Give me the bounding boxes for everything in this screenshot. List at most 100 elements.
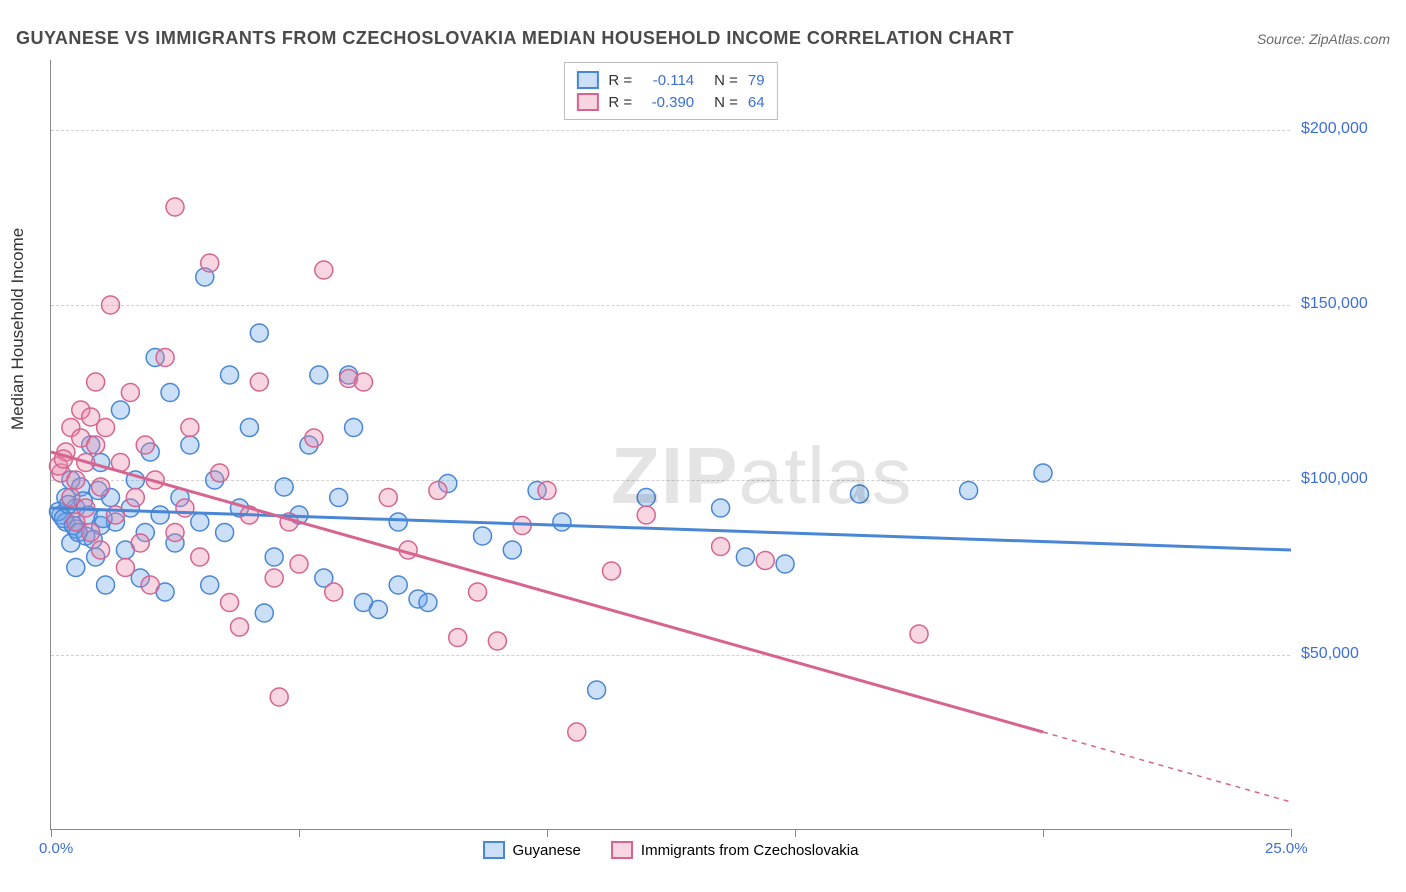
y-tick-label: $200,000	[1301, 120, 1368, 138]
scatter-point	[211, 464, 229, 482]
scatter-point	[82, 524, 100, 542]
y-tick-label: $150,000	[1301, 295, 1368, 313]
scatter-point	[469, 583, 487, 601]
scatter-point	[369, 601, 387, 619]
scatter-point	[736, 548, 754, 566]
scatter-plot-svg	[51, 60, 1290, 829]
scatter-point	[111, 401, 129, 419]
legend-row: R = -0.390 N = 64	[576, 91, 764, 113]
scatter-point	[97, 576, 115, 594]
scatter-point	[538, 482, 556, 500]
scatter-point	[191, 548, 209, 566]
scatter-point	[201, 254, 219, 272]
scatter-point	[250, 373, 268, 391]
legend-n-value: 79	[748, 72, 765, 89]
scatter-point	[756, 552, 774, 570]
scatter-point	[181, 436, 199, 454]
source-citation: Source: ZipAtlas.com	[1257, 31, 1390, 47]
scatter-point	[429, 482, 447, 500]
chart-plot-area: $50,000$100,000$150,000$200,000 ZIPatlas…	[50, 60, 1290, 830]
scatter-point	[166, 198, 184, 216]
legend-n-value: 64	[748, 94, 765, 111]
scatter-point	[389, 576, 407, 594]
scatter-point	[136, 436, 154, 454]
scatter-point	[712, 538, 730, 556]
scatter-point	[156, 349, 174, 367]
legend-swatch	[576, 93, 598, 111]
scatter-point	[290, 555, 308, 573]
scatter-point	[419, 594, 437, 612]
scatter-point	[354, 373, 372, 391]
scatter-point	[568, 723, 586, 741]
scatter-point	[712, 499, 730, 517]
scatter-point	[776, 555, 794, 573]
correlation-legend: R = -0.114 N = 79 R = -0.390 N = 64	[563, 62, 777, 120]
scatter-point	[176, 499, 194, 517]
scatter-point	[141, 576, 159, 594]
scatter-point	[131, 534, 149, 552]
y-axis-label: Median Household Income	[8, 228, 28, 430]
scatter-point	[181, 419, 199, 437]
scatter-point	[330, 489, 348, 507]
scatter-point	[67, 559, 85, 577]
scatter-point	[345, 419, 363, 437]
x-tick	[795, 829, 796, 837]
scatter-point	[305, 429, 323, 447]
scatter-point	[960, 482, 978, 500]
y-tick-label: $100,000	[1301, 470, 1368, 488]
scatter-point	[379, 489, 397, 507]
scatter-point	[1034, 464, 1052, 482]
scatter-point	[216, 524, 234, 542]
scatter-point	[221, 594, 239, 612]
x-tick-label: 25.0%	[1265, 840, 1308, 857]
legend-row: R =-0.114N =79	[576, 69, 764, 91]
x-tick	[1291, 829, 1292, 837]
legend-r-label: R =	[608, 94, 632, 111]
scatter-point	[474, 527, 492, 545]
scatter-point	[116, 559, 134, 577]
scatter-point	[265, 548, 283, 566]
x-tick	[547, 829, 548, 837]
scatter-point	[121, 384, 139, 402]
legend-n-label: N =	[714, 94, 738, 111]
scatter-point	[201, 576, 219, 594]
scatter-point	[389, 513, 407, 531]
scatter-point	[126, 489, 144, 507]
scatter-point	[87, 373, 105, 391]
legend-r-value: -0.390	[642, 94, 694, 111]
scatter-point	[270, 688, 288, 706]
scatter-point	[553, 513, 571, 531]
trend-line	[51, 508, 1291, 550]
legend-r-label: R =	[608, 72, 632, 89]
legend-item: Immigrants from Czechoslovakia	[611, 841, 859, 859]
x-tick-label: 0.0%	[39, 840, 73, 857]
scatter-point	[637, 506, 655, 524]
scatter-point	[67, 471, 85, 489]
legend-series-name: Immigrants from Czechoslovakia	[641, 842, 859, 859]
scatter-point	[87, 436, 105, 454]
legend-item: Guyanese	[483, 841, 581, 859]
scatter-point	[850, 485, 868, 503]
x-tick	[1043, 829, 1044, 837]
scatter-point	[230, 618, 248, 636]
scatter-point	[315, 261, 333, 279]
scatter-point	[255, 604, 273, 622]
scatter-point	[240, 419, 258, 437]
scatter-point	[910, 625, 928, 643]
scatter-point	[310, 366, 328, 384]
scatter-point	[602, 562, 620, 580]
legend-swatch	[576, 71, 598, 89]
x-tick	[299, 829, 300, 837]
legend-swatch	[483, 841, 505, 859]
legend-r-value: -0.114	[642, 72, 694, 89]
scatter-point	[92, 478, 110, 496]
scatter-point	[250, 324, 268, 342]
scatter-point	[221, 366, 239, 384]
scatter-point	[151, 506, 169, 524]
series-legend: Guyanese Immigrants from Czechoslovakia	[483, 841, 859, 859]
legend-swatch	[611, 841, 633, 859]
scatter-point	[265, 569, 283, 587]
scatter-point	[503, 541, 521, 559]
scatter-point	[449, 629, 467, 647]
x-tick	[51, 829, 52, 837]
